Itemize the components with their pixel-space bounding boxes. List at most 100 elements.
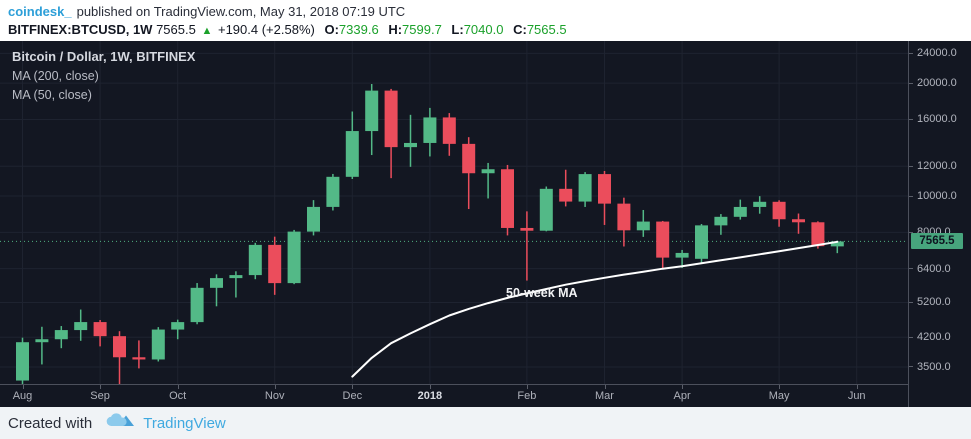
- last-price-tag: 7565.5: [911, 233, 963, 250]
- time-tick-label: Apr: [673, 390, 691, 402]
- high-value: 7599.7: [402, 22, 442, 37]
- candle-body: [501, 169, 514, 228]
- time-tick-label: Sep: [90, 390, 110, 402]
- price-tick-mark: [909, 231, 913, 233]
- candle-wick: [797, 213, 800, 234]
- candle-body: [190, 287, 204, 323]
- candle-wick: [41, 326, 43, 365]
- price-tick-label: 5200.0: [917, 296, 951, 309]
- candle-body: [772, 201, 786, 220]
- legend-symbol-row[interactable]: Bitcoin / Dollar, 1W, BITFINEX: [12, 49, 196, 64]
- tradingview-logo-icon: [106, 412, 136, 434]
- price-change: +190.4 (+2.58%): [217, 22, 315, 37]
- candle-body: [462, 143, 476, 174]
- candle-body: [733, 206, 747, 217]
- candle-wick: [564, 169, 567, 207]
- time-tick-label: Aug: [12, 390, 33, 402]
- price-tick-label: 10000.0: [917, 190, 957, 202]
- candle-body: [753, 201, 767, 207]
- price-tick-mark: [909, 268, 913, 270]
- last-price: 7565.5: [156, 22, 196, 37]
- candle-wick: [526, 211, 528, 281]
- price-tick-label: 3500.0: [917, 360, 951, 373]
- candle-body: [132, 357, 146, 360]
- time-tick-mark: [604, 385, 606, 389]
- candle-body: [287, 231, 301, 284]
- candle-wick: [118, 331, 121, 384]
- candle-body: [423, 117, 437, 143]
- time-tick-mark: [856, 385, 858, 389]
- price-tick-label: 4200.0: [917, 331, 951, 344]
- time-tick-mark: [779, 385, 781, 389]
- candle-body: [578, 174, 592, 202]
- candle-body: [365, 90, 379, 132]
- price-axis[interactable]: 24000.0 20000.0 16000.0 12000.0 10000.0 8000.…: [908, 41, 971, 407]
- high-label: H:: [388, 22, 403, 37]
- price-tick-mark: [909, 118, 913, 120]
- candle-body: [811, 222, 825, 247]
- attribution-footer: Created with TradingView: [0, 407, 971, 439]
- time-tick-label: May: [768, 390, 790, 402]
- price-tick-mark: [909, 301, 913, 303]
- time-tick-label: Mar: [595, 390, 614, 402]
- price-tick-label: 20000.0: [917, 77, 957, 90]
- candle-body: [636, 221, 650, 231]
- candle-body: [617, 203, 631, 231]
- open-label: O:: [324, 22, 339, 37]
- price-tick-mark: [909, 82, 913, 84]
- candlestick-pane[interactable]: [0, 41, 908, 384]
- time-tick-label: Nov: [264, 390, 285, 402]
- time-tick-mark: [429, 385, 431, 389]
- candle-body: [113, 336, 126, 358]
- open-value: 7339.6: [338, 22, 379, 37]
- time-tick-label: Oct: [169, 390, 187, 402]
- legend-ma200-row[interactable]: MA (200, close): [12, 69, 99, 83]
- created-with-text: Created with: [8, 414, 93, 432]
- candle-body: [74, 322, 88, 331]
- time-axis[interactable]: Aug Sep Oct Nov Dec 2018 Feb Mar Apr May Jun: [0, 384, 908, 407]
- low-value: 7040.0: [463, 22, 504, 37]
- tradingview-link[interactable]: TradingView: [143, 414, 226, 432]
- legend-ma50-row[interactable]: MA (50, close): [12, 88, 92, 102]
- time-tick-mark: [526, 385, 528, 389]
- byline: coindesk_ published on TradingView.com, M…: [8, 3, 971, 20]
- publish-header: coindesk_ published on TradingView.com, M…: [0, 0, 971, 41]
- candle-body: [792, 219, 805, 223]
- candle-body: [384, 90, 398, 148]
- candle-body: [229, 275, 243, 279]
- candle-body: [307, 206, 320, 232]
- candle-body: [520, 227, 534, 231]
- candle-wick: [487, 162, 489, 199]
- time-tick-mark: [177, 385, 179, 389]
- candle-body: [151, 329, 165, 360]
- candle-body: [93, 322, 107, 337]
- candle-body: [481, 169, 495, 174]
- candle-body: [35, 339, 49, 343]
- candle-body: [656, 221, 670, 258]
- time-tick-mark: [100, 385, 102, 389]
- candle-body: [539, 188, 553, 231]
- candle-wick: [409, 114, 412, 167]
- candle-body: [695, 225, 708, 259]
- price-tick-label: 6400.0: [917, 262, 951, 275]
- candle-body: [248, 244, 262, 276]
- price-tick-mark: [909, 336, 913, 338]
- candle-wick: [836, 240, 839, 254]
- time-tick-label: Jun: [847, 390, 866, 402]
- ma50-annotation: 50-week MA: [506, 286, 578, 300]
- candle-body: [210, 278, 223, 288]
- time-tick-mark: [352, 385, 354, 389]
- time-tick-label: Dec: [342, 390, 363, 402]
- candle-body: [54, 330, 68, 340]
- candle-body: [16, 342, 29, 381]
- price-tick-mark: [909, 165, 913, 167]
- time-tick-label: Feb: [517, 390, 537, 402]
- price-tick-label: 24000.0: [917, 47, 957, 60]
- candle-wick: [215, 274, 218, 307]
- price-tick-label: 12000.0: [917, 160, 957, 173]
- author-link[interactable]: coindesk_: [8, 4, 72, 19]
- close-label: C:: [513, 22, 527, 37]
- candle-body: [404, 142, 417, 148]
- up-triangle-icon: ▲: [201, 25, 213, 37]
- published-text: published on TradingView.com, May 31, 20…: [76, 4, 406, 19]
